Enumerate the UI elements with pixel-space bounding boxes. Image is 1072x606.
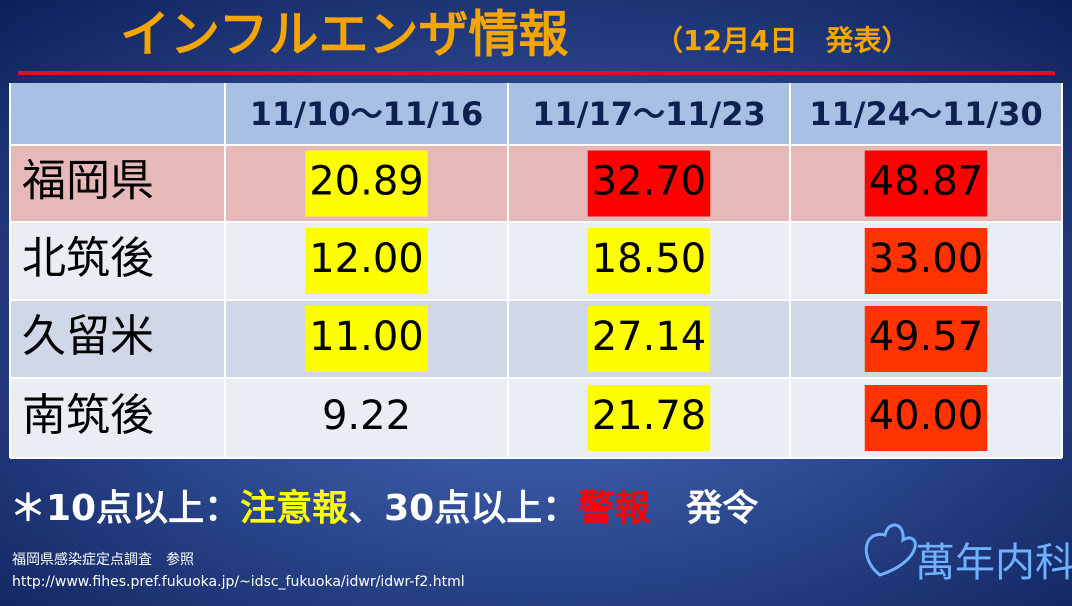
cell-value: 49.57 bbox=[869, 314, 984, 360]
cell-highlight bbox=[587, 150, 711, 217]
logo: 萬年内科 bbox=[915, 540, 1072, 586]
row-label: 北筑後 bbox=[22, 233, 154, 284]
cell-highlight bbox=[305, 306, 428, 372]
cell-highlight bbox=[587, 228, 711, 294]
cell-value: 33.00 bbox=[869, 236, 984, 282]
note-segment: 、30点以上： bbox=[348, 488, 578, 529]
header-row bbox=[10, 83, 1062, 145]
note-segment: ＊10点以上： bbox=[10, 488, 240, 529]
cell-highlight bbox=[305, 228, 428, 294]
column-header: 11/24～11/30 bbox=[809, 95, 1043, 133]
row-label: 福岡県 bbox=[22, 156, 154, 207]
subtitle: （12月4日 発表） bbox=[655, 24, 909, 57]
cell-highlight bbox=[864, 385, 988, 451]
note: ＊10点以上：注意報、30点以上：警報 発令 bbox=[10, 488, 759, 529]
cell-value: 12.00 bbox=[309, 236, 424, 282]
cell-value: 18.50 bbox=[592, 236, 707, 282]
cell-highlight bbox=[864, 228, 988, 294]
cell-highlight bbox=[587, 385, 711, 451]
cell-highlight bbox=[305, 150, 428, 217]
cell-value: 20.89 bbox=[309, 159, 424, 205]
cell-highlight bbox=[864, 306, 988, 372]
logo-mark bbox=[864, 523, 917, 577]
cell-value: 48.87 bbox=[869, 159, 984, 205]
cell-value: 27.14 bbox=[592, 314, 707, 360]
cell-value: 40.00 bbox=[869, 393, 984, 439]
cell-value: 9.22 bbox=[322, 393, 411, 439]
cell-highlight bbox=[864, 150, 988, 217]
column-header: 11/17～11/23 bbox=[532, 95, 766, 133]
note-segment: 警報 bbox=[578, 488, 650, 529]
column-header: 11/10～11/16 bbox=[250, 95, 484, 133]
source-url: http://www.fihes.pref.fukuoka.jp/~idsc_f… bbox=[12, 574, 465, 590]
source: 福岡県感染症定点調査 参照 bbox=[12, 551, 194, 568]
note-segment: 注意報 bbox=[240, 488, 348, 529]
cell-value: 32.70 bbox=[592, 159, 707, 205]
cell-value: 11.00 bbox=[309, 314, 424, 360]
title: インフルエンザ情報 bbox=[120, 6, 569, 64]
note-segment: 発令 bbox=[650, 488, 759, 529]
row-label: 南筑後 bbox=[22, 390, 154, 441]
row-label: 久留米 bbox=[22, 311, 154, 362]
cell-value: 21.78 bbox=[592, 393, 707, 439]
cell-highlight bbox=[587, 306, 711, 372]
